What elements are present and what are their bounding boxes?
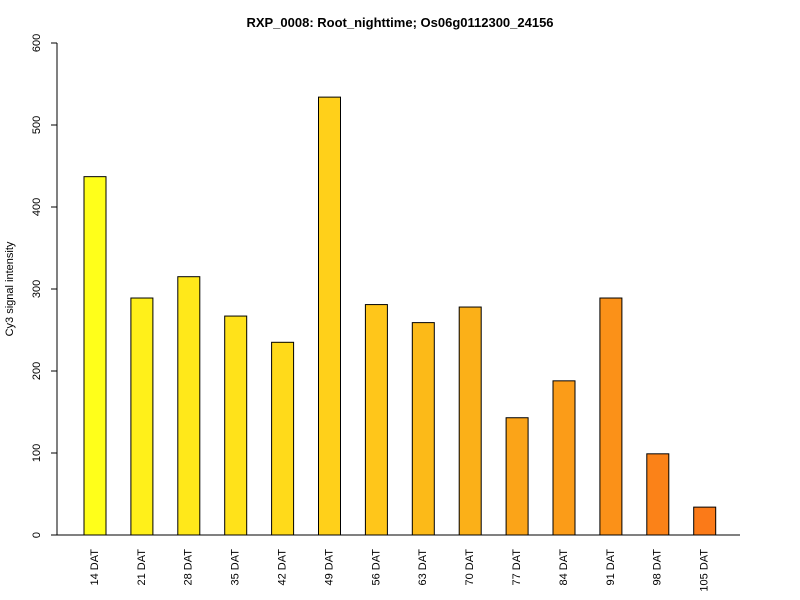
y-tick-label: 400 — [31, 198, 43, 216]
x-tick-label: 63 DAT — [417, 549, 429, 586]
bar — [83, 176, 107, 536]
y-axis: 0 100 200 300 400 500 600 — [31, 34, 58, 538]
y-tick-label: 500 — [31, 116, 43, 134]
x-tick-label: 49 DAT — [323, 549, 335, 586]
x-tick-label: 42 DAT — [277, 549, 289, 586]
bar — [693, 506, 717, 536]
bars — [83, 96, 717, 536]
x-tick-label: 21 DAT — [136, 549, 148, 586]
bar — [552, 380, 576, 536]
bar — [130, 297, 154, 536]
y-tick-label: 0 — [31, 532, 43, 538]
bar — [224, 315, 248, 536]
x-tick-label: 14 DAT — [89, 549, 101, 586]
x-tick-label: 28 DAT — [183, 549, 195, 586]
bar — [458, 306, 482, 536]
bar — [318, 96, 341, 536]
chart-title: RXP_0008: Root_nighttime; Os06g0112300_2… — [246, 15, 553, 30]
x-tick-label: 77 DAT — [511, 549, 523, 586]
y-tick-label: 200 — [31, 362, 43, 380]
x-tick-label: 98 DAT — [652, 549, 664, 586]
bar — [599, 297, 623, 536]
bar — [364, 304, 388, 536]
bar — [411, 322, 435, 536]
x-tick-label: 105 DAT — [699, 549, 711, 592]
bar — [271, 341, 295, 536]
x-axis-tick-labels: 14 DAT 21 DAT 28 DAT 35 DAT 42 DAT 49 DAT 56 D… — [89, 549, 711, 592]
x-tick-label: 35 DAT — [230, 549, 242, 586]
bar — [177, 276, 201, 536]
x-tick-label: 84 DAT — [558, 549, 570, 586]
x-tick-label: 56 DAT — [370, 549, 382, 586]
x-tick-label: 70 DAT — [464, 549, 476, 586]
x-tick-label: 91 DAT — [605, 549, 617, 586]
y-tick-label: 300 — [31, 280, 43, 298]
bar — [505, 417, 529, 536]
bar — [646, 453, 670, 536]
y-tick-label: 100 — [31, 444, 43, 462]
y-tick-label: 600 — [31, 34, 43, 52]
y-axis-label: Cy3 signal intensity — [4, 241, 16, 336]
